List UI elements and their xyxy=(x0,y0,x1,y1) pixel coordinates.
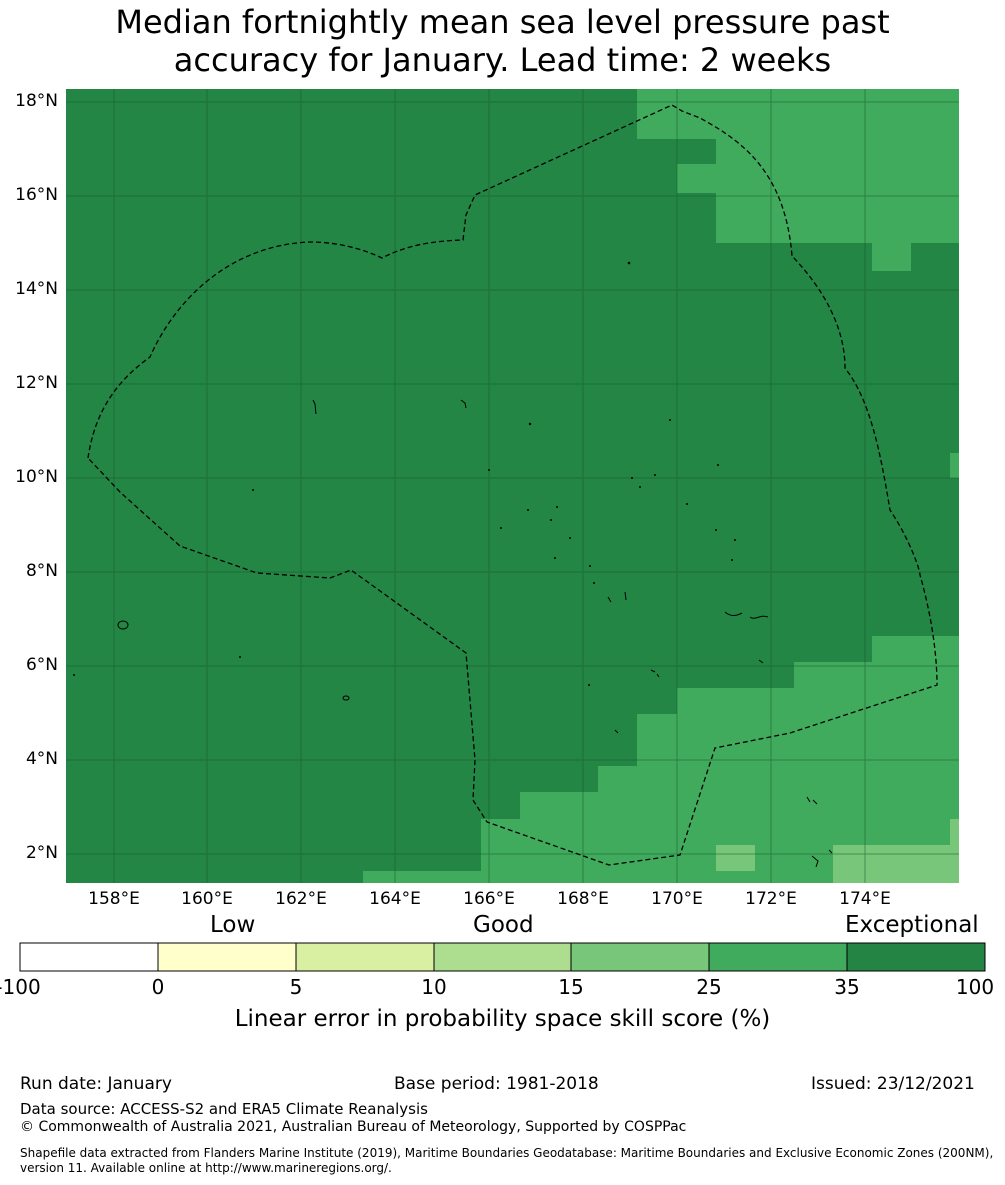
lat-label-2n: 2°N xyxy=(25,843,58,863)
colorbar-bin-25-35 xyxy=(708,942,848,972)
island-dots xyxy=(73,261,736,686)
skill-region-good xyxy=(716,819,959,883)
data-source: Data source: ACCESS-S2 and ERA5 Climate … xyxy=(20,1100,428,1118)
lon-label-170e: 170°E xyxy=(651,889,703,909)
colorbar-bin-5-10 xyxy=(295,942,435,972)
lon-label-166e: 166°E xyxy=(463,889,515,909)
colorbar-bin-neg100-0 xyxy=(19,942,159,972)
copyright-notice: © Commonwealth of Australia 2021, Austra… xyxy=(20,1119,687,1135)
lon-label-172e: 172°E xyxy=(745,889,797,909)
lon-label-164e: 164°E xyxy=(369,889,421,909)
lon-label-168e: 168°E xyxy=(557,889,609,909)
colorbar-tick-10: 10 xyxy=(421,975,447,999)
colorbar-tick-0: 0 xyxy=(151,975,165,999)
shapefile-credit: Shapefile data extracted from Flanders M… xyxy=(20,1146,994,1175)
lat-label-6n: 6°N xyxy=(25,655,58,675)
map-title-line-2: accuracy for January. Lead time: 2 weeks xyxy=(173,41,832,79)
colorbar-bin-10-15 xyxy=(433,942,572,972)
lat-label-10n: 10°N xyxy=(15,467,58,487)
colorbar-tick-neg100: -100 xyxy=(0,975,41,999)
colorbar-tick-100: 100 xyxy=(955,975,995,999)
skill-score-map xyxy=(19,89,986,972)
islands xyxy=(117,399,833,868)
lon-label-162e: 162°E xyxy=(275,889,327,909)
lat-label-4n: 4°N xyxy=(25,749,58,769)
colorbar-tick-35: 35 xyxy=(834,975,860,999)
base-period: Base period: 1981-2018 xyxy=(394,1074,599,1094)
colorbar-category-good: Good xyxy=(473,912,534,938)
colorbar-bin-0-5 xyxy=(157,942,297,972)
issued-date: Issued: 23/12/2021 xyxy=(811,1074,975,1094)
lat-label-16n: 16°N xyxy=(15,185,58,205)
map-gridlines xyxy=(66,89,959,883)
colorbar-tick-5: 5 xyxy=(289,975,303,999)
colorbar-label: Linear error in probability space skill … xyxy=(234,1006,771,1032)
colorbar-category-exceptional: Exceptional xyxy=(845,912,979,938)
colorbar-tick-15: 15 xyxy=(558,975,584,999)
colorbar-category-low: Low xyxy=(210,912,256,938)
eez-boundary-west xyxy=(87,104,938,866)
lat-label-8n: 8°N xyxy=(25,561,58,581)
colorbar-tick-25: 25 xyxy=(696,975,722,999)
lon-label-160e: 160°E xyxy=(181,889,233,909)
map-title-line-1: Median fortnightly mean sea level pressu… xyxy=(115,3,890,41)
lat-label-18n: 18°N xyxy=(15,91,58,111)
lat-label-14n: 14°N xyxy=(15,279,58,299)
lon-label-174e: 174°E xyxy=(839,889,891,909)
lon-label-158e: 158°E xyxy=(88,889,140,909)
lat-label-12n: 12°N xyxy=(15,373,58,393)
colorbar-bin-35-100 xyxy=(846,942,986,972)
run-date: Run date: January xyxy=(20,1074,172,1094)
colorbar-bin-15-25 xyxy=(570,942,710,972)
colorbar xyxy=(19,942,986,972)
